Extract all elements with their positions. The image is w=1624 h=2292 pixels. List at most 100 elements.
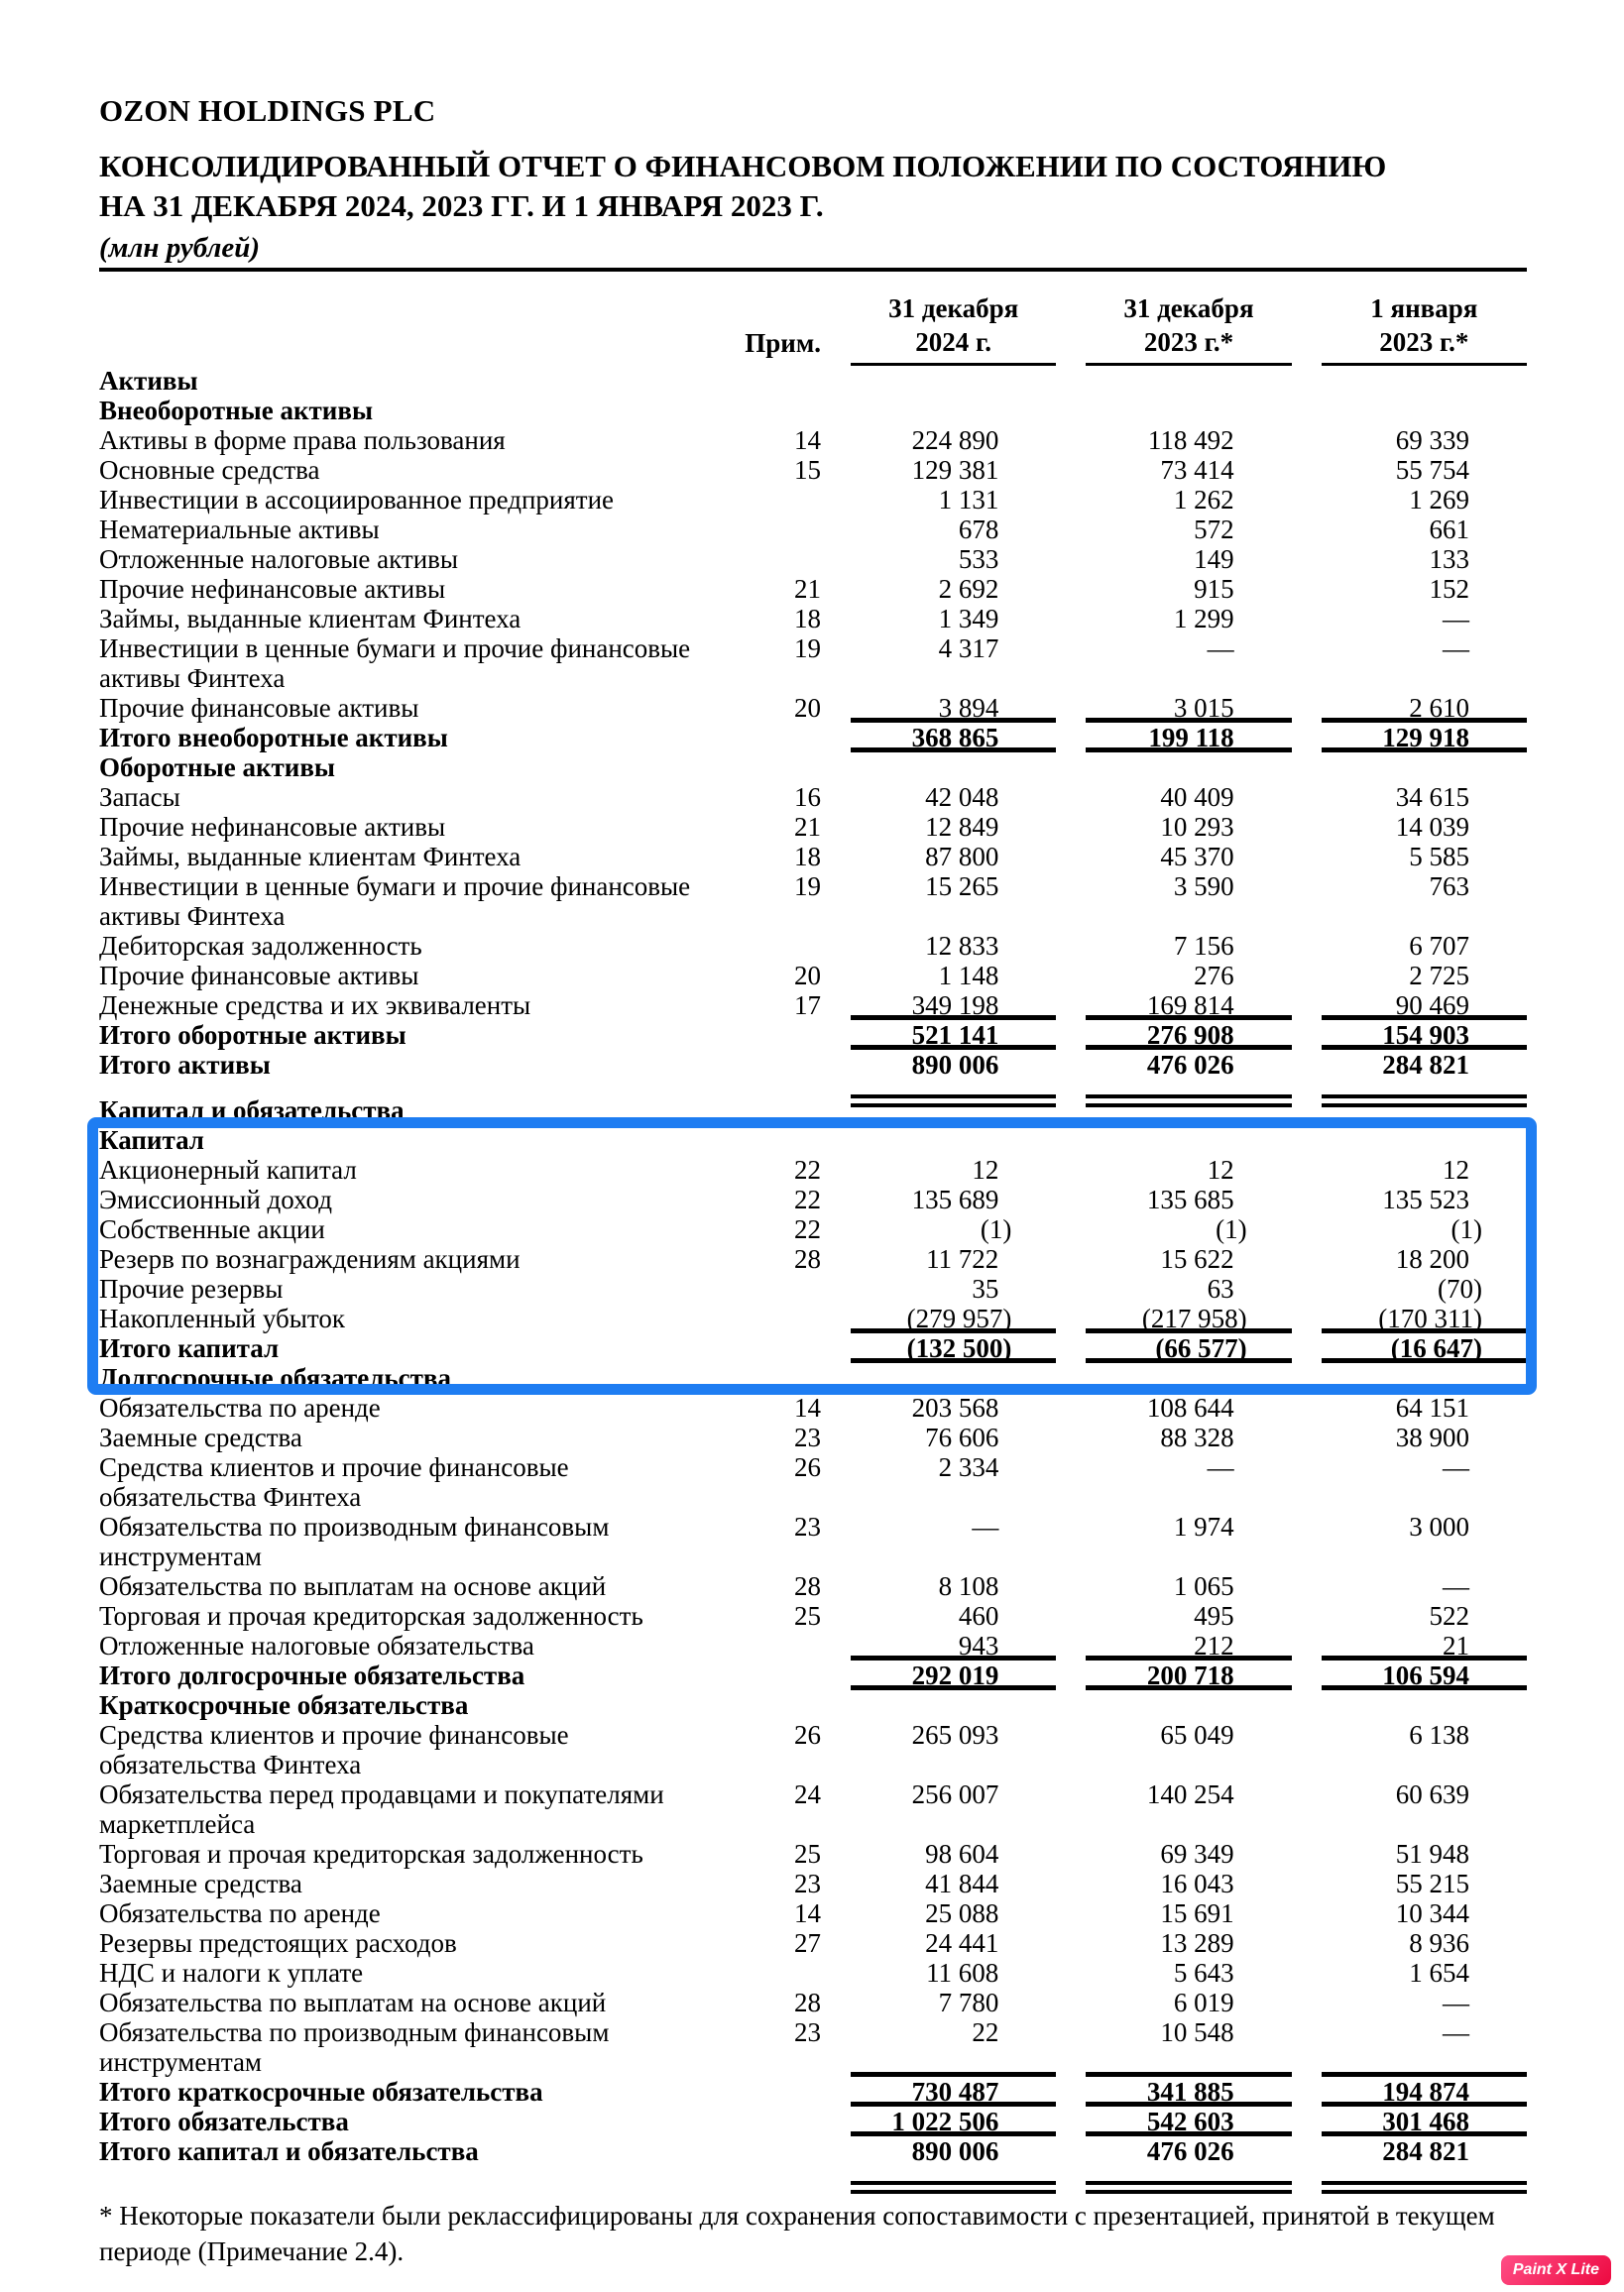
- column-header-2023: 31 декабря 2023 г.*: [1056, 291, 1292, 366]
- value-cell: 24 441: [821, 1928, 1056, 1958]
- single-rule: [1086, 2102, 1292, 2107]
- note-ref: 19: [793, 871, 821, 901]
- value: (1): [980, 1214, 1012, 1244]
- value-cell: 7 780: [821, 1988, 1056, 2017]
- value: 41 844: [925, 1869, 999, 1898]
- value: 55 215: [1395, 1869, 1469, 1898]
- total-row: Итого капитал (132 500) (66 577) (16 647): [99, 1333, 1527, 1363]
- value-cell: (217 958): [1056, 1304, 1292, 1333]
- table-row: Прочие финансовые активы 20 3 894 3 015 2 61…: [99, 693, 1527, 723]
- value-cell: 200 718: [1056, 1661, 1292, 1690]
- value-cell: 40 409: [1056, 782, 1291, 812]
- note-ref: 23: [793, 1423, 821, 1452]
- value-cell: [1056, 1690, 1291, 1720]
- value: 15 691: [1160, 1898, 1234, 1928]
- value-cell: 5 585: [1292, 842, 1527, 871]
- value: 2 334: [938, 1452, 999, 1482]
- single-rule: [850, 1358, 1057, 1363]
- value-cell: 203 568: [821, 1393, 1056, 1423]
- value: 265 093: [911, 1720, 999, 1750]
- note-ref: [710, 2136, 821, 2182]
- value: 15 265: [925, 871, 999, 901]
- value-cell: [1056, 396, 1291, 425]
- value: 1 262: [1173, 485, 1234, 515]
- value: 10 344: [1395, 1898, 1469, 1928]
- total-row: Итого активы 890 006 476 026 284 821: [99, 1050, 1527, 1107]
- value-cell: 34 615: [1292, 782, 1527, 812]
- row-label-line2: обязательства Финтеха: [99, 1482, 362, 1512]
- value-cell: [821, 1095, 1056, 1125]
- single-rule: [1086, 1358, 1292, 1363]
- value-cell: 63: [1056, 1274, 1291, 1304]
- single-rule: [1086, 1328, 1292, 1333]
- value: 14 039: [1395, 812, 1469, 842]
- value-cell: 6 019: [1056, 1988, 1291, 2017]
- units-label: (млн рублей): [99, 232, 261, 264]
- row-label: Средства клиентов и прочие финансовые обя…: [99, 1452, 710, 1512]
- total-row: Итого оборотные активы 521 141 276 908 154 …: [99, 1020, 1527, 1050]
- value-cell: 140 254: [1056, 1779, 1291, 1839]
- report-title-line1: КОНСОЛИДИРОВАННЫЙ ОТЧЕТ О ФИНАНСОВОМ ПОЛ…: [99, 149, 1387, 183]
- value: 533: [958, 544, 999, 574]
- single-rule: [1086, 1015, 1292, 1020]
- note-ref: [710, 723, 821, 752]
- value-cell: (70): [1292, 1274, 1527, 1304]
- value: 87 800: [925, 842, 999, 871]
- value-cell: [1056, 1125, 1291, 1155]
- row-label: Внеоборотные активы: [99, 396, 374, 425]
- row-label: Резерв по вознаграждениям акциями: [99, 1244, 521, 1274]
- note-ref: [710, 1333, 821, 1363]
- value-cell: —: [1292, 1988, 1527, 2017]
- value-cell: 65 049: [1056, 1720, 1291, 1779]
- value: 15 622: [1160, 1244, 1234, 1274]
- total-row: Итого капитал и обязательства 890 006 476 …: [99, 2136, 1527, 2194]
- section-row: Капитал: [99, 1125, 1527, 1155]
- row-label: Основные средства: [99, 455, 320, 485]
- single-rule: [1086, 1045, 1292, 1050]
- single-rule: [850, 1328, 1057, 1333]
- note-ref: 17: [793, 990, 821, 1020]
- value: (1): [1216, 1214, 1247, 1244]
- single-rule: [1086, 2131, 1292, 2136]
- value-cell: 22: [821, 2017, 1057, 2077]
- value-cell: [1292, 366, 1527, 396]
- value: 203 568: [911, 1393, 999, 1423]
- table-row: Прочие нефинансовые активы 21 2 692 915 152: [99, 574, 1527, 604]
- row-label: Долгосрочные обязательства: [99, 1363, 451, 1393]
- section-row: Оборотные активы: [99, 752, 1527, 782]
- note-ref: 18: [793, 842, 821, 871]
- value-cell: —: [1056, 633, 1291, 693]
- value-cell: 14 039: [1292, 812, 1527, 842]
- note-ref: 23: [793, 2017, 821, 2047]
- total-row: Итого внеоборотные активы 368 865 199 118 1…: [99, 723, 1527, 752]
- value: 284 821: [1382, 2136, 1469, 2166]
- value-cell: 301 468: [1292, 2107, 1527, 2136]
- value-cell: 533: [821, 544, 1056, 574]
- row-label: Торговая и прочая кредиторская задолженн…: [99, 1601, 643, 1631]
- row-label: Капитал и обязательства: [99, 1095, 405, 1125]
- row-label-line2: обязательства Финтеха: [99, 1750, 362, 1779]
- value: 890 006: [911, 1050, 999, 1080]
- value-cell: 2 692: [821, 574, 1056, 604]
- double-rule: [850, 2181, 1057, 2194]
- value-cell: (132 500): [821, 1333, 1057, 1363]
- value: 18 200: [1395, 1244, 1469, 1274]
- value: 915: [1194, 574, 1234, 604]
- table-row: Отложенные налоговые обязательства 943 212…: [99, 1631, 1527, 1661]
- row-label: Обязательства по аренде: [99, 1898, 381, 1928]
- row-label: НДС и налоги к уплате: [99, 1958, 364, 1988]
- table-row: Заемные средства 23 41 844 16 043 55 215: [99, 1869, 1527, 1898]
- section-row: Краткосрочные обязательства: [99, 1690, 1527, 1720]
- value-cell: 265 093: [821, 1720, 1056, 1779]
- note-ref: [710, 1661, 821, 1690]
- value-cell: 6 138: [1292, 1720, 1527, 1779]
- row-label: Денежные средства и их эквиваленты: [99, 990, 531, 1020]
- note-ref: 14: [793, 1898, 821, 1928]
- value-cell: 292 019: [821, 1661, 1057, 1690]
- row-label: Торговая и прочая кредиторская задолженн…: [99, 1839, 643, 1869]
- row-label: Инвестиции в ценные бумаги и прочие фина…: [99, 871, 710, 931]
- single-rule: [1321, 1685, 1527, 1690]
- value-cell: 25 088: [821, 1898, 1056, 1928]
- row-label: Прочие резервы: [99, 1274, 284, 1304]
- row-label: Итого оборотные активы: [99, 1020, 406, 1050]
